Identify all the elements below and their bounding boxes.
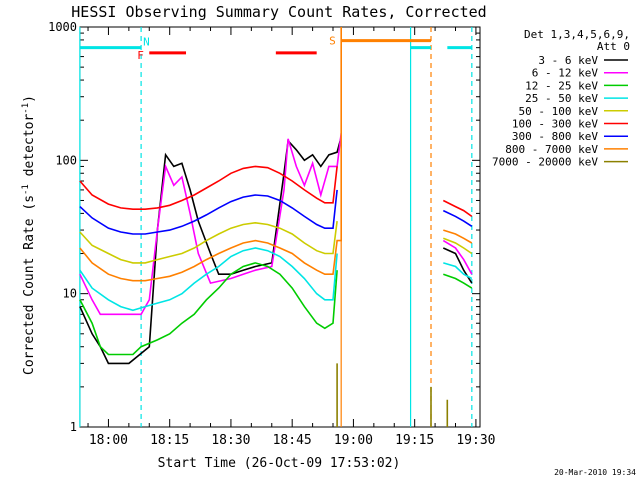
series-line-7 xyxy=(442,209,473,227)
series-line-4 xyxy=(443,262,473,280)
series-line-6 xyxy=(79,165,338,210)
timestamp-stamp: 20-Mar-2010 19:34 xyxy=(554,468,636,477)
x-axis-label: Start Time (26-Oct-09 17:53:02) xyxy=(158,456,401,471)
plot-frame xyxy=(79,26,481,428)
series-line-7 xyxy=(79,189,338,235)
y-tick-label: 100 xyxy=(55,153,77,167)
series-line-6 xyxy=(442,199,473,218)
x-tick-label: 18:30 xyxy=(211,433,250,448)
series-line-4 xyxy=(79,247,338,312)
legend-header-2: Att 0 xyxy=(597,40,630,53)
series-line-5 xyxy=(79,220,338,264)
series-line-8 xyxy=(443,229,473,244)
series-line-2 xyxy=(442,239,473,275)
legend-label: 100 - 300 keV xyxy=(512,118,598,131)
x-tick-label: 18:45 xyxy=(273,433,312,448)
series-line-8 xyxy=(79,27,343,282)
legend-label: 25 - 50 keV xyxy=(525,92,598,105)
series-line-3 xyxy=(79,262,338,356)
y-tick-label: 1 xyxy=(70,420,77,434)
legend-label: 300 - 800 keV xyxy=(512,130,598,143)
plot-area: 1 10 100 1000 18:00 18:15 18:30 18:45 19:00 19:15… xyxy=(48,20,495,448)
legend-label: 12 - 25 keV xyxy=(525,79,598,92)
legend-label: 7000 - 20000 keV xyxy=(492,156,598,169)
y-tick-label: 1000 xyxy=(48,20,77,34)
series-line-2 xyxy=(79,133,342,316)
x-tick-label: 19:30 xyxy=(456,433,495,448)
series-line-1 xyxy=(79,136,342,365)
x-tick-label: 19:00 xyxy=(334,433,373,448)
chart-title: HESSI Observing Summary Count Rates, Cor… xyxy=(71,3,486,21)
y-tick-label: 10 xyxy=(63,287,77,301)
legend-label: 3 - 6 keV xyxy=(538,54,598,67)
legend-header-1: Det 1,3,4,5,6,9, xyxy=(524,28,630,41)
legend-label: 800 - 7000 keV xyxy=(505,143,598,156)
svg-text:Corrected Count Rate (s-1 dete: Corrected Count Rate (s-1 detector-1) xyxy=(21,95,37,375)
flag-label: S xyxy=(329,35,336,48)
legend-label: 6 - 12 keV xyxy=(532,67,599,80)
x-tick-label: 18:00 xyxy=(89,433,128,448)
flag-label: N xyxy=(143,36,150,49)
series-line-5 xyxy=(443,237,473,255)
legend-label: 50 - 100 keV xyxy=(519,105,599,118)
x-tick-label: 18:15 xyxy=(150,433,189,448)
series-line-3 xyxy=(443,273,473,289)
x-tick-label: 19:15 xyxy=(395,433,434,448)
flag-label: F xyxy=(137,49,144,62)
y-axis-label: Corrected Count Rate (s-1 detector-1) xyxy=(21,95,37,375)
